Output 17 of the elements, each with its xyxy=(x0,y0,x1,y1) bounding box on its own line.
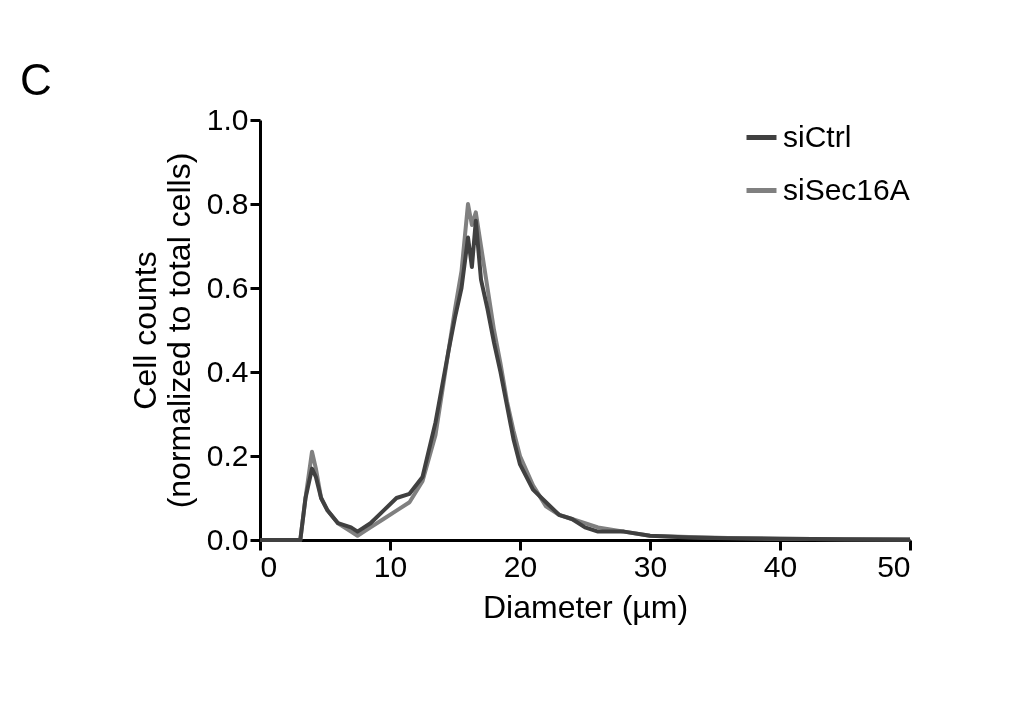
y-axis-title: Cell counts (normalized to total cells) xyxy=(126,152,197,509)
y-tick-label: 0.2 xyxy=(206,438,249,472)
x-tick-label: 30 xyxy=(633,549,668,583)
y-tick-label: 0.4 xyxy=(206,354,249,388)
y-tick-label: 1.0 xyxy=(206,102,249,136)
x-tick-label: 20 xyxy=(503,549,538,583)
x-tick-label: 10 xyxy=(373,549,408,583)
x-tick-label: 50 xyxy=(877,549,911,583)
x-tick-label: 40 xyxy=(763,549,798,583)
y-tick-label: 0.8 xyxy=(206,186,249,220)
legend-label: siCtrl xyxy=(783,119,852,153)
legend-label: siSec16A xyxy=(783,172,910,206)
x-axis-title: Diameter (µm) xyxy=(482,588,689,625)
text: C xyxy=(20,55,52,104)
y-tick-label: 0.6 xyxy=(206,270,249,304)
y-tick-label: 0.0 xyxy=(206,522,249,556)
x-tick-label: 0 xyxy=(260,549,278,583)
